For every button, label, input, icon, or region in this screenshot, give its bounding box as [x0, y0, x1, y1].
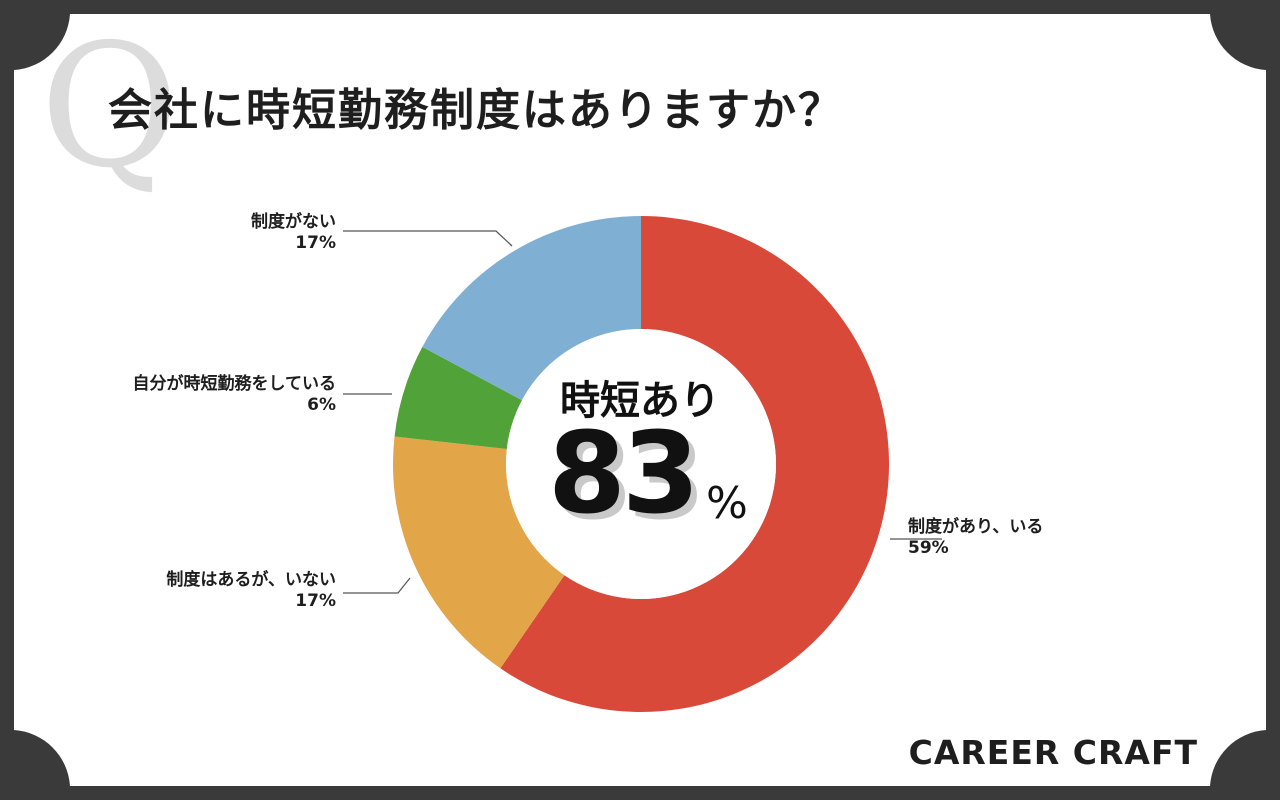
donut-hole	[506, 329, 776, 599]
center-subtitle: 時短あり	[560, 378, 720, 424]
label-slice-1: 制度があり、いる 59%	[908, 517, 1043, 559]
slice-seido-aru-inai	[392, 436, 565, 669]
label-slice-3-pct: 6%	[307, 395, 336, 415]
brand-logo: CAREER CRAFT	[908, 733, 1198, 772]
slice-jitan-kinmu	[394, 346, 523, 450]
label-slice-2: 制度はあるが、いない 17%	[100, 570, 336, 612]
slice-seido-ari-iru	[500, 216, 889, 713]
label-slice-2-name: 制度はあるが、いない	[166, 570, 336, 590]
label-slice-2-pct: 17%	[295, 591, 336, 611]
label-slice-4: 制度がない 17%	[140, 212, 336, 254]
center-unit: %	[706, 478, 748, 529]
leader-slice-2	[343, 577, 411, 594]
label-slice-1-pct: 59%	[908, 538, 949, 558]
label-slice-3-name: 自分が時短勤務をしている	[132, 374, 337, 394]
leader-lines	[343, 230, 942, 594]
label-slice-4-pct: 17%	[295, 233, 336, 253]
label-slice-3: 自分が時短勤務をしている 6%	[40, 374, 337, 416]
q-mark: Q	[40, 8, 180, 206]
slice-seido-nai	[422, 216, 641, 401]
center-value: 83	[548, 409, 700, 539]
donut-chart	[392, 216, 889, 713]
label-slice-1-name: 制度があり、いる	[908, 517, 1044, 537]
label-slice-4-name: 制度がない	[251, 212, 336, 232]
page-title: 会社に時短勤務制度はありますか？	[108, 85, 844, 136]
leader-slice-4	[343, 230, 513, 247]
